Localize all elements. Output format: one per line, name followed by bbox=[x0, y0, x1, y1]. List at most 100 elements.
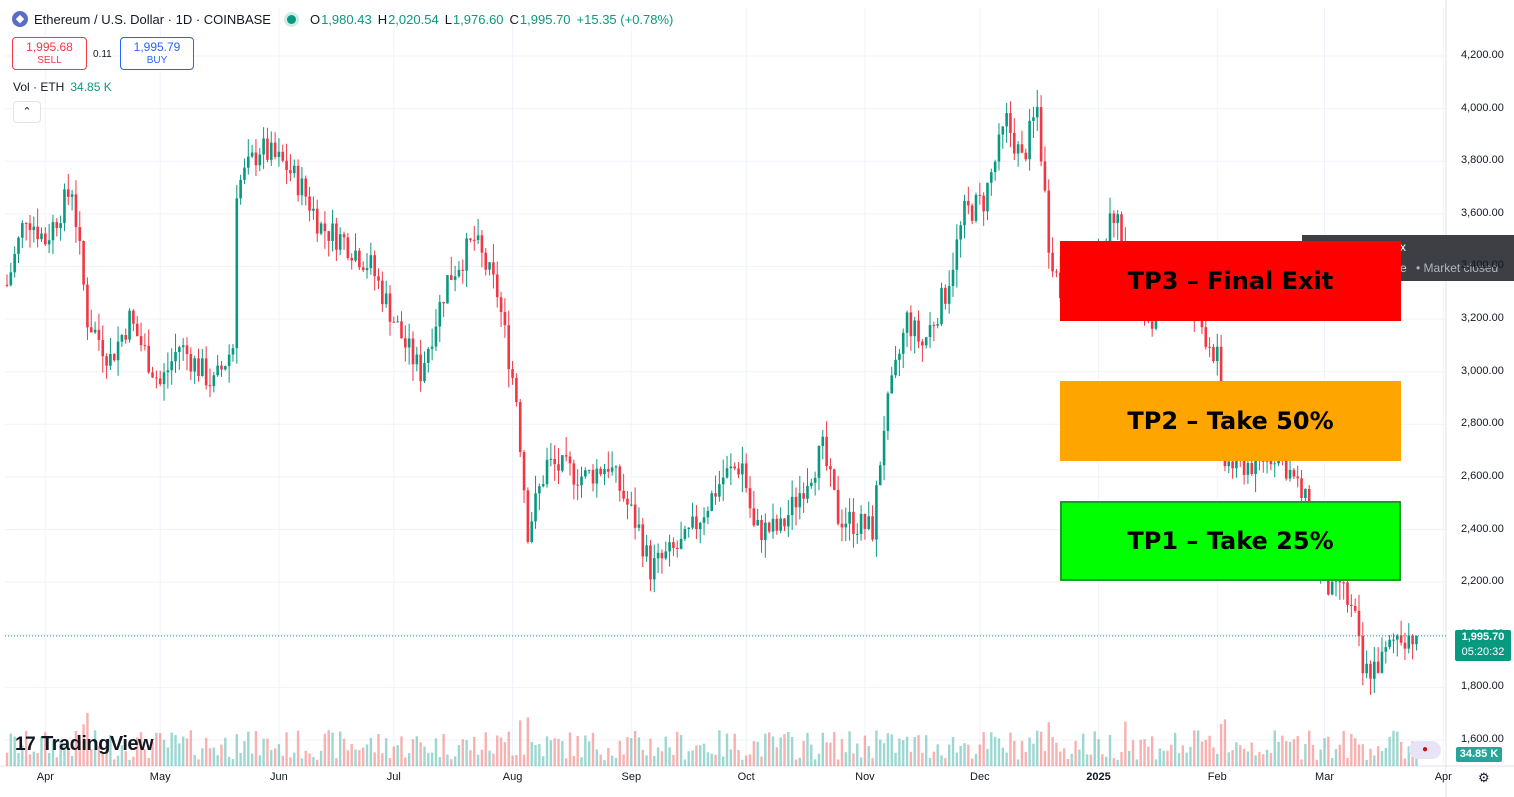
volume-bar bbox=[733, 733, 736, 766]
volume-bar bbox=[676, 731, 679, 766]
candle-body bbox=[679, 538, 683, 549]
volume-bar bbox=[266, 738, 269, 766]
candle-body bbox=[905, 312, 909, 333]
volume-bar bbox=[453, 756, 457, 766]
sell-button[interactable]: 1,995.68 SELL bbox=[12, 37, 87, 70]
candle-body bbox=[695, 516, 698, 530]
volume-bar bbox=[790, 736, 794, 766]
time-axis-label: Feb bbox=[1207, 771, 1227, 783]
candle-body bbox=[132, 310, 135, 324]
volume-bar bbox=[1399, 741, 1403, 766]
candle-body bbox=[97, 329, 101, 341]
volume-bar bbox=[764, 733, 767, 766]
volume-bar bbox=[40, 736, 43, 766]
volume-bar bbox=[580, 757, 583, 766]
volume-bar bbox=[530, 741, 533, 766]
time-axis-label: 2025 bbox=[1086, 771, 1111, 783]
volume-bar bbox=[250, 753, 254, 766]
volume-bar bbox=[787, 731, 790, 766]
candle-body bbox=[1384, 647, 1388, 652]
volume-bar bbox=[538, 744, 541, 766]
candle-body bbox=[832, 469, 836, 490]
candle-body bbox=[901, 332, 905, 354]
volume-bar bbox=[457, 745, 461, 766]
candle-body bbox=[1250, 462, 1254, 474]
candle-body bbox=[1047, 190, 1051, 253]
volume-bar bbox=[21, 745, 24, 766]
tradingview-logo[interactable]: 17 TradingView bbox=[15, 733, 154, 756]
candle-body bbox=[151, 372, 154, 378]
candle-body bbox=[36, 226, 39, 240]
volume-bar bbox=[13, 736, 16, 766]
volume-bar bbox=[281, 755, 284, 766]
volume-bar bbox=[1304, 743, 1307, 766]
candle-body bbox=[683, 528, 687, 539]
candle-body bbox=[82, 240, 85, 285]
volume-bar bbox=[909, 751, 913, 766]
tp2-box: TP2 – Take 50% bbox=[1060, 381, 1401, 461]
candle-body bbox=[224, 366, 227, 370]
candle-body bbox=[1215, 346, 1219, 362]
volume-bar bbox=[756, 741, 759, 766]
time-axis-label: May bbox=[149, 771, 171, 783]
volume-bar bbox=[461, 739, 464, 766]
volume-bar bbox=[17, 752, 20, 766]
candle-body bbox=[1116, 214, 1119, 224]
candle-body bbox=[155, 377, 158, 379]
flag-icon[interactable]: ● bbox=[1409, 741, 1441, 759]
candle-body bbox=[921, 341, 924, 346]
candle-body bbox=[1051, 252, 1054, 272]
candle-body bbox=[875, 485, 878, 540]
candle-body bbox=[978, 194, 982, 196]
candle-body bbox=[495, 274, 499, 298]
candle-body bbox=[1005, 113, 1008, 127]
volume-bar bbox=[553, 738, 556, 766]
volume-bar bbox=[591, 732, 595, 766]
gear-icon[interactable]: ⚙ bbox=[1478, 770, 1490, 785]
candle-body bbox=[1035, 107, 1039, 118]
candle-body bbox=[1392, 639, 1395, 641]
candle-body bbox=[384, 293, 388, 305]
candle-body bbox=[227, 354, 231, 367]
volume-bar bbox=[584, 735, 587, 766]
volume-bar bbox=[1273, 730, 1276, 766]
symbol-header[interactable]: ◆ Ethereum / U.S. Dollar · 1D · COINBASE… bbox=[12, 11, 679, 27]
candle-body bbox=[970, 205, 974, 221]
candle-body bbox=[1376, 661, 1380, 673]
volume-bar bbox=[1024, 751, 1027, 766]
symbol-title[interactable]: Ethereum / U.S. Dollar · 1D · COINBASE bbox=[34, 11, 271, 27]
candle-body bbox=[89, 327, 93, 333]
buy-price: 1,995.79 bbox=[133, 40, 181, 54]
collapse-legend-button[interactable]: ⌃ bbox=[13, 101, 41, 123]
candle-body bbox=[656, 552, 660, 559]
volume-bar bbox=[1227, 752, 1230, 766]
candle-body bbox=[277, 151, 281, 157]
volume-bar bbox=[354, 749, 357, 766]
volume-bar bbox=[1361, 744, 1365, 766]
candle-body bbox=[258, 154, 262, 166]
volume-bar bbox=[193, 754, 196, 766]
volume-bar bbox=[825, 742, 828, 766]
volume-bar bbox=[1327, 736, 1330, 766]
time-axis-label: Apr bbox=[36, 771, 54, 783]
candle-body bbox=[300, 178, 304, 196]
candle-body bbox=[871, 516, 874, 540]
candle-body bbox=[342, 234, 346, 238]
tp1-label: TP1 – Take 25% bbox=[1127, 527, 1334, 555]
candle-body bbox=[296, 165, 300, 196]
buy-button[interactable]: 1,995.79 BUY bbox=[120, 37, 194, 70]
volume-bar bbox=[143, 749, 147, 766]
candle-body bbox=[430, 346, 434, 349]
candle-body bbox=[47, 240, 51, 245]
volume-bar bbox=[1246, 751, 1250, 766]
volume-legend[interactable]: Vol · ETH 34.85 K bbox=[13, 80, 112, 94]
volume-bar bbox=[1127, 750, 1131, 766]
volume-bar bbox=[1181, 745, 1185, 766]
candle-body bbox=[74, 194, 78, 228]
candle-body bbox=[844, 523, 848, 528]
candle-body bbox=[457, 269, 461, 277]
candle-body bbox=[557, 464, 560, 471]
volume-bar bbox=[1296, 736, 1299, 766]
candle-body bbox=[587, 469, 591, 471]
volume-bar bbox=[224, 737, 227, 766]
